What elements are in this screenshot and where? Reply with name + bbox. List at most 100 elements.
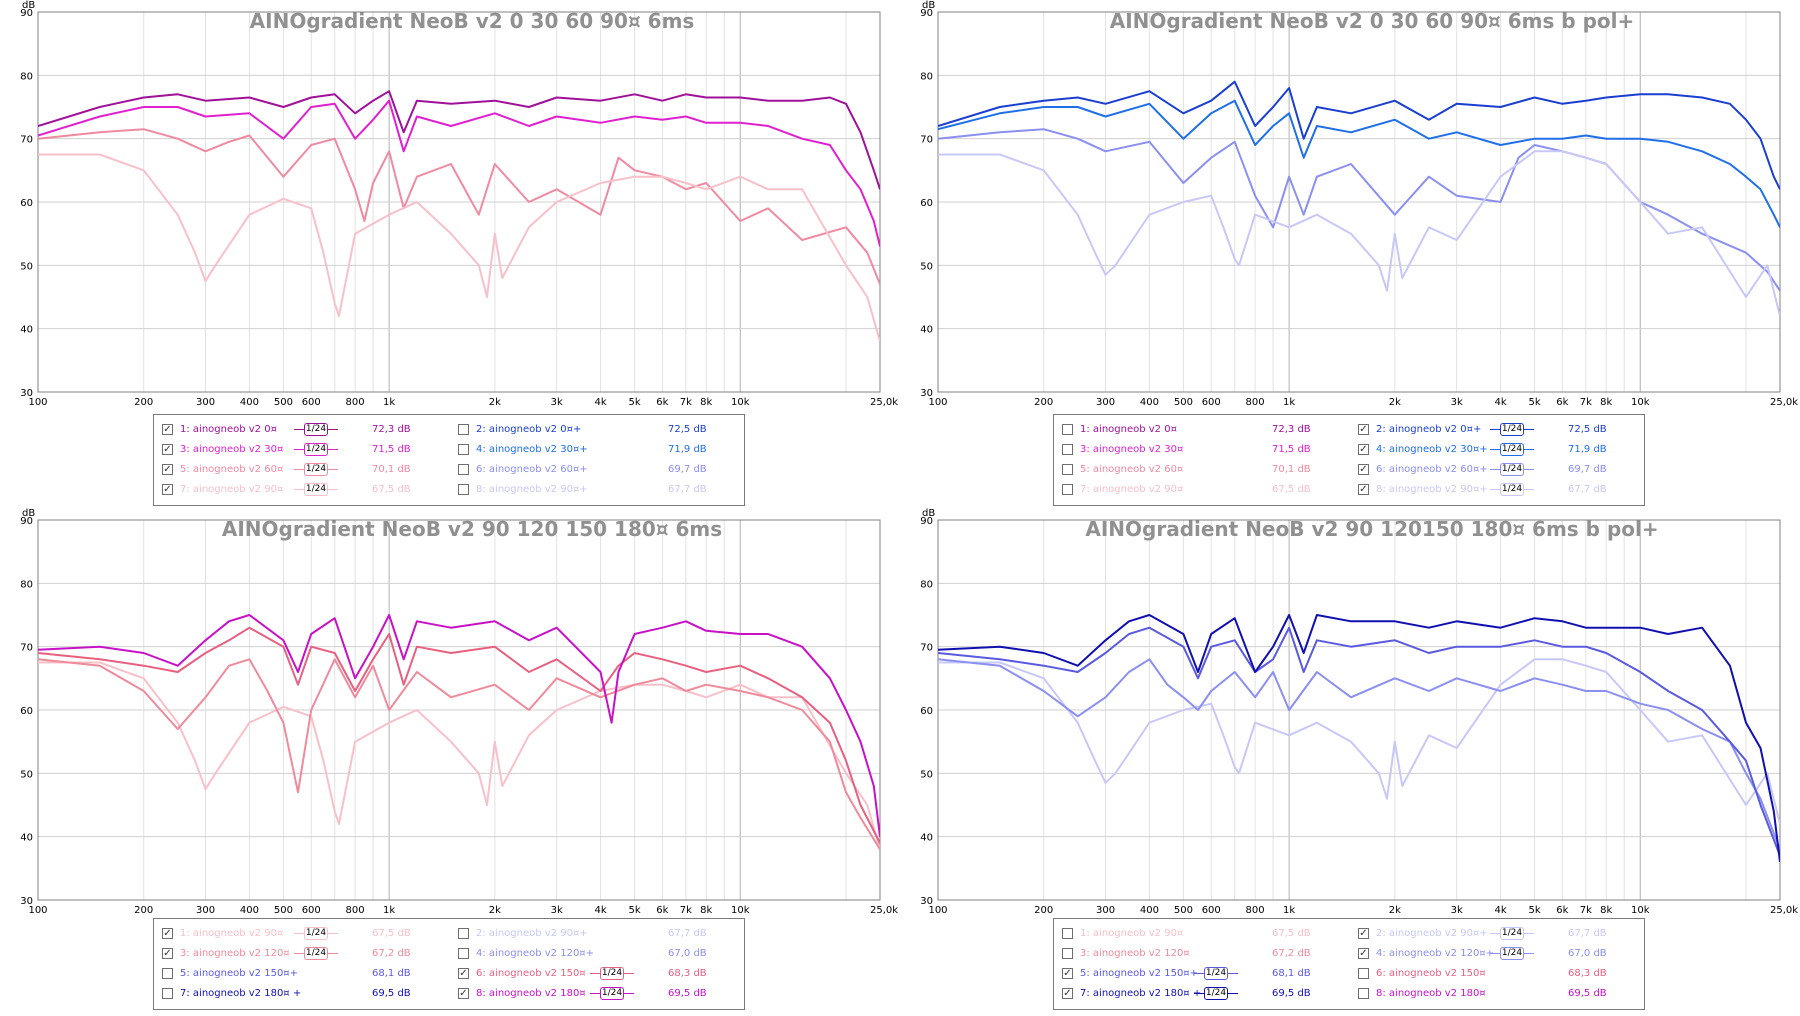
- x-tick-label: 4k: [594, 905, 606, 916]
- legend-entry[interactable]: 8: ainogneob v2 180¤ 69,5 dB: [1350, 983, 1644, 1005]
- legend-checkbox[interactable]: [1062, 424, 1073, 435]
- legend-checkbox[interactable]: ✓: [1358, 464, 1369, 475]
- legend-label: 7: ainogneob v2 90¤: [180, 484, 284, 495]
- legend-checkbox[interactable]: ✓: [1358, 484, 1369, 495]
- smoothing-badge[interactable]: 1/24: [304, 927, 328, 940]
- legend-entry[interactable]: 3: ainogneob v2 30¤ 71,5 dB: [1054, 439, 1348, 461]
- legend-entry[interactable]: 6: ainogneob v2 60¤+ 69,7 dB: [450, 459, 744, 481]
- chart-title: AINOgradient NeoB v2 90 120 150 180¤ 6ms: [222, 517, 722, 541]
- legend-entry[interactable]: 2: ainogneob v2 0¤+ 72,5 dB: [450, 419, 744, 441]
- legend-entry[interactable]: 5: ainogneob v2 150¤+ 68,1 dB: [154, 963, 448, 985]
- legend-checkbox[interactable]: ✓: [1358, 928, 1369, 939]
- legend-label: 8: ainogneob v2 180¤: [476, 988, 586, 999]
- legend-checkbox[interactable]: ✓: [162, 484, 173, 495]
- legend-entry[interactable]: 6: ainogneob v2 150¤ 68,3 dB: [1350, 963, 1644, 985]
- smoothing-badge[interactable]: 1/24: [304, 463, 328, 476]
- legend-checkbox[interactable]: [458, 484, 469, 495]
- legend-checkbox[interactable]: ✓: [1358, 444, 1369, 455]
- legend-label: 6: ainogneob v2 60¤+: [1376, 464, 1488, 475]
- series-line: [938, 614, 1780, 863]
- legend-entry[interactable]: 4: ainogneob v2 120¤+ 67,0 dB: [450, 943, 744, 965]
- legend-checkbox[interactable]: [162, 988, 173, 999]
- legend-checkbox[interactable]: [458, 948, 469, 959]
- legend-entry[interactable]: ✓ 4: ainogneob v2 120¤+ 1/24 67,0 dB: [1350, 943, 1644, 965]
- legend-entry[interactable]: ✓ 5: ainogneob v2 60¤ 1/24 70,1 dB: [154, 459, 448, 481]
- smoothing-badge[interactable]: 1/24: [304, 483, 328, 496]
- legend-entry[interactable]: 3: ainogneob v2 120¤ 67,2 dB: [1054, 943, 1348, 965]
- legend-checkbox[interactable]: [1358, 988, 1369, 999]
- legend-entry[interactable]: 7: ainogneob v2 180¤ + 69,5 dB: [154, 983, 448, 1005]
- legend-entry[interactable]: ✓ 1: ainogneob v2 90¤ 1/24 67,5 dB: [154, 923, 448, 945]
- x-tick-label: 25,0k Hz: [1770, 905, 1800, 916]
- legend-entry[interactable]: ✓ 2: ainogneob v2 0¤+ 1/24 72,5 dB: [1350, 419, 1644, 441]
- legend-entry[interactable]: 1: ainogneob v2 0¤ 72,3 dB: [1054, 419, 1348, 441]
- legend-entry[interactable]: 8: ainogneob v2 90¤+ 67,7 dB: [450, 479, 744, 501]
- smoothing-badge[interactable]: 1/24: [1500, 947, 1524, 960]
- smoothing-badge[interactable]: 1/24: [1204, 967, 1228, 980]
- legend-value: 71,5 dB: [1272, 444, 1311, 455]
- legend-checkbox[interactable]: ✓: [1358, 424, 1369, 435]
- legend-entry[interactable]: ✓ 8: ainogneob v2 180¤ 1/24 69,5 dB: [450, 983, 744, 1005]
- x-tick-label: 2k: [489, 905, 501, 916]
- legend-entry[interactable]: 4: ainogneob v2 30¤+ 71,9 dB: [450, 439, 744, 461]
- smoothing-badge[interactable]: 1/24: [304, 423, 328, 436]
- x-tick-label: 800: [1246, 905, 1265, 916]
- smoothing-badge[interactable]: 1/24: [304, 443, 328, 456]
- legend-checkbox[interactable]: ✓: [1062, 988, 1073, 999]
- legend-checkbox[interactable]: ✓: [1358, 948, 1369, 959]
- legend-checkbox[interactable]: [458, 928, 469, 939]
- plot-frame: [37, 11, 881, 393]
- legend-checkbox[interactable]: ✓: [458, 968, 469, 979]
- smoothing-badge[interactable]: 1/24: [1500, 483, 1524, 496]
- legend-entry[interactable]: ✓ 3: ainogneob v2 30¤ 1/24 71,5 dB: [154, 439, 448, 461]
- smoothing-badge[interactable]: 1/24: [600, 987, 624, 1000]
- legend-entry[interactable]: 1: ainogneob v2 90¤ 67,5 dB: [1054, 923, 1348, 945]
- legend-checkbox[interactable]: [1062, 484, 1073, 495]
- legend-checkbox[interactable]: [162, 968, 173, 979]
- legend-checkbox[interactable]: [1062, 464, 1073, 475]
- legend-checkbox[interactable]: ✓: [162, 444, 173, 455]
- legend-checkbox[interactable]: ✓: [1062, 968, 1073, 979]
- legend-checkbox[interactable]: [1358, 968, 1369, 979]
- legend-entry[interactable]: ✓ 5: ainogneob v2 150¤+ 1/24 68,1 dB: [1054, 963, 1348, 985]
- legend-entry[interactable]: ✓ 2: ainogneob v2 90¤+ 1/24 67,7 dB: [1350, 923, 1644, 945]
- legend-entry[interactable]: ✓ 4: ainogneob v2 30¤+ 1/24 71,9 dB: [1350, 439, 1644, 461]
- legend-entry[interactable]: 5: ainogneob v2 60¤ 70,1 dB: [1054, 459, 1348, 481]
- legend-label: 6: ainogneob v2 150¤: [1376, 968, 1486, 979]
- x-tick-label: 300: [196, 397, 215, 408]
- legend-entry[interactable]: ✓ 6: ainogneob v2 150¤ 1/24 68,3 dB: [450, 963, 744, 985]
- legend-label: 1: ainogneob v2 0¤: [180, 424, 277, 435]
- legend-checkbox[interactable]: ✓: [458, 988, 469, 999]
- smoothing-badge[interactable]: 1/24: [600, 967, 624, 980]
- legend-value: 67,5 dB: [1272, 928, 1311, 939]
- smoothing-badge[interactable]: 1/24: [1500, 927, 1524, 940]
- legend-checkbox[interactable]: ✓: [162, 928, 173, 939]
- legend-entry[interactable]: ✓ 3: ainogneob v2 120¤ 1/24 67,2 dB: [154, 943, 448, 965]
- legend-checkbox[interactable]: [458, 424, 469, 435]
- legend-checkbox[interactable]: [1062, 948, 1073, 959]
- smoothing-badge[interactable]: 1/24: [1204, 987, 1228, 1000]
- legend-checkbox[interactable]: [1062, 444, 1073, 455]
- smoothing-badge[interactable]: 1/24: [1500, 443, 1524, 456]
- legend-entry[interactable]: 7: ainogneob v2 90¤ 67,5 dB: [1054, 479, 1348, 501]
- legend-entry[interactable]: ✓ 1: ainogneob v2 0¤ 1/24 72,3 dB: [154, 419, 448, 441]
- legend-entry[interactable]: ✓ 7: ainogneob v2 90¤ 1/24 67,5 dB: [154, 479, 448, 501]
- smoothing-badge[interactable]: 1/24: [304, 947, 328, 960]
- legend-entry[interactable]: ✓ 6: ainogneob v2 60¤+ 1/24 69,7 dB: [1350, 459, 1644, 481]
- legend-value: 68,3 dB: [1568, 968, 1607, 979]
- legend-value: 67,7 dB: [1568, 928, 1607, 939]
- legend-checkbox[interactable]: [458, 444, 469, 455]
- legend-checkbox[interactable]: [1062, 928, 1073, 939]
- legend-entry[interactable]: ✓ 7: ainogneob v2 180¤ +1/24 69,5 dB: [1054, 983, 1348, 1005]
- legend-checkbox[interactable]: ✓: [162, 464, 173, 475]
- series-line: [938, 658, 1780, 850]
- y-tick-label: 40: [20, 833, 33, 844]
- smoothing-badge[interactable]: 1/24: [1500, 423, 1524, 436]
- legend-checkbox[interactable]: ✓: [162, 948, 173, 959]
- legend-checkbox[interactable]: ✓: [162, 424, 173, 435]
- legend-entry[interactable]: 2: ainogneob v2 90¤+ 67,7 dB: [450, 923, 744, 945]
- smoothing-badge[interactable]: 1/24: [1500, 463, 1524, 476]
- legend-entry[interactable]: ✓ 8: ainogneob v2 90¤+ 1/24 67,7 dB: [1350, 479, 1644, 501]
- legend-label: 4: ainogneob v2 30¤+: [1376, 444, 1488, 455]
- legend-checkbox[interactable]: [458, 464, 469, 475]
